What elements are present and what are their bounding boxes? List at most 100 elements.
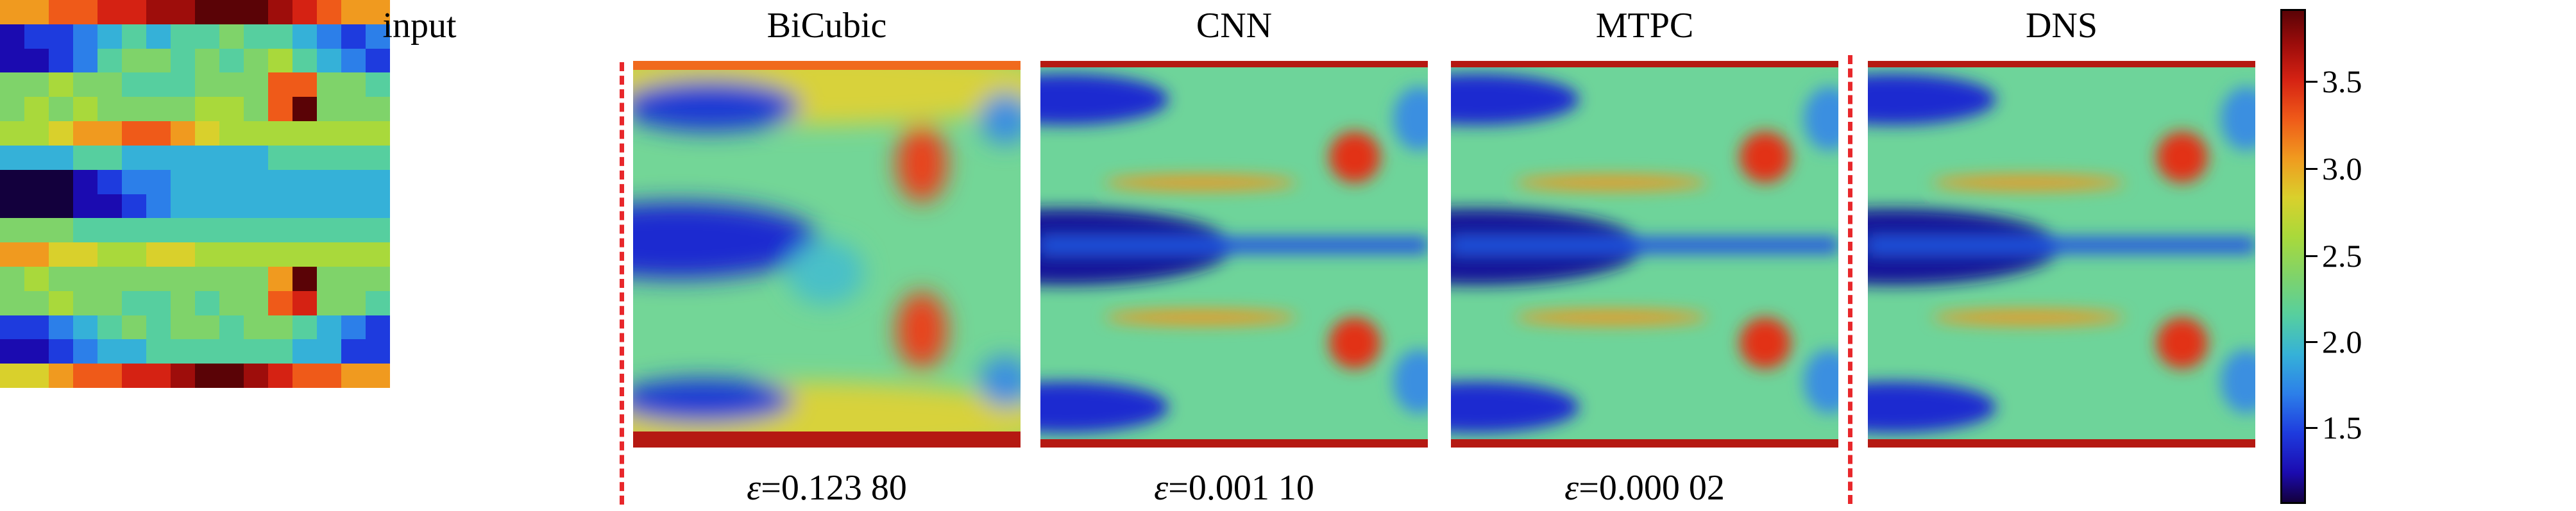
error-value: =0.001 10	[1168, 468, 1314, 508]
input-cell	[146, 169, 171, 194]
input-cell	[341, 315, 366, 340]
input-cell	[341, 290, 366, 315]
input-cell	[317, 194, 341, 219]
input-cell	[219, 0, 244, 24]
input-cell	[24, 266, 49, 291]
input-cell	[341, 145, 366, 170]
input-cell	[195, 97, 219, 122]
input-cell	[146, 97, 171, 122]
input-cell	[244, 48, 268, 73]
input-cell	[171, 315, 195, 340]
input-cell	[292, 145, 317, 170]
input-cell	[73, 97, 97, 122]
input-cell	[49, 97, 73, 122]
input-cell	[171, 169, 195, 194]
input-cell	[49, 266, 73, 291]
panel-title-cnn: CNN	[1196, 6, 1273, 46]
input-cell	[146, 218, 171, 243]
input-cell	[219, 218, 244, 243]
input-cell	[0, 24, 24, 49]
input-cell	[0, 97, 24, 122]
input-cell	[317, 290, 341, 315]
input-cell	[146, 242, 171, 267]
input-cell	[97, 169, 122, 194]
input-cell	[292, 218, 317, 243]
input-cell	[292, 364, 317, 388]
input-cell	[317, 218, 341, 243]
colorbar-tick-label: 2.0	[2322, 324, 2362, 360]
input-cell	[195, 72, 219, 97]
input-cell	[122, 169, 146, 194]
input-cell	[341, 169, 366, 194]
input-cell	[195, 0, 219, 24]
input-cell	[73, 24, 97, 49]
input-cell	[341, 242, 366, 267]
input-cell	[146, 24, 171, 49]
input-cell	[24, 364, 49, 388]
input-cell	[122, 218, 146, 243]
input-cell	[171, 145, 195, 170]
colorbar-tick-label: 2.5	[2322, 238, 2362, 274]
input-cell	[219, 290, 244, 315]
input-cell	[219, 121, 244, 146]
input-cell	[292, 24, 317, 49]
input-cell	[24, 194, 49, 219]
input-cell	[268, 242, 292, 267]
input-cell	[244, 339, 268, 364]
input-cell	[146, 315, 171, 340]
input-cell	[122, 290, 146, 315]
input-cell	[195, 339, 219, 364]
input-cell	[24, 290, 49, 315]
input-cell	[49, 0, 73, 24]
input-cell	[366, 315, 390, 340]
input-cell	[0, 315, 24, 340]
input-cell	[0, 72, 24, 97]
input-cell	[244, 242, 268, 267]
input-cell	[366, 242, 390, 267]
input-cell	[268, 24, 292, 49]
input-cell	[122, 24, 146, 49]
input-cell	[73, 121, 97, 146]
input-cell	[219, 242, 244, 267]
input-cell	[146, 290, 171, 315]
input-cell	[341, 0, 366, 24]
input-cell	[268, 121, 292, 146]
input-cell	[244, 364, 268, 388]
colorbar-tick-mark	[2306, 341, 2318, 343]
input-lowres-field	[0, 0, 390, 388]
input-cell	[171, 290, 195, 315]
input-cell	[97, 24, 122, 49]
input-cell	[49, 339, 73, 364]
input-cell	[122, 194, 146, 219]
input-cell	[317, 48, 341, 73]
input-cell	[0, 218, 24, 243]
input-cell	[49, 145, 73, 170]
input-cell	[317, 72, 341, 97]
input-cell	[292, 97, 317, 122]
input-cell	[146, 145, 171, 170]
input-cell	[341, 72, 366, 97]
input-cell	[317, 242, 341, 267]
input-cell	[244, 121, 268, 146]
input-cell	[0, 169, 24, 194]
input-cell	[292, 290, 317, 315]
input-cell	[49, 194, 73, 219]
input-cell	[97, 242, 122, 267]
colorbar-tick-mark	[2306, 81, 2318, 83]
input-cell	[244, 169, 268, 194]
input-cell	[244, 290, 268, 315]
input-cell	[0, 145, 24, 170]
input-cell	[0, 0, 24, 24]
input-cell	[73, 0, 97, 24]
dns-field	[1868, 61, 2255, 448]
input-cell	[292, 242, 317, 267]
input-cell	[73, 48, 97, 73]
input-cell	[317, 339, 341, 364]
input-cell	[73, 169, 97, 194]
input-cell	[341, 218, 366, 243]
input-cell	[122, 72, 146, 97]
input-cell	[366, 72, 390, 97]
input-cell	[24, 218, 49, 243]
input-cell	[366, 169, 390, 194]
input-cell	[366, 194, 390, 219]
